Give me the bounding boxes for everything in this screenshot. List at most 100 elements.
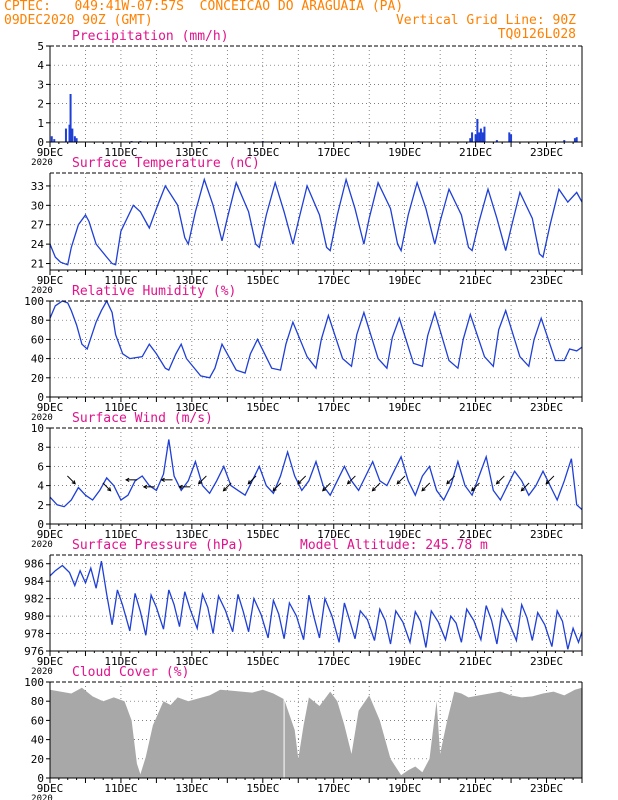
wind-direction-arrow — [371, 482, 381, 492]
pres-series-line — [49, 560, 583, 650]
pres-xtick-label: 9DEC — [37, 655, 64, 668]
cloud-xtick-label: 15DEC — [246, 782, 279, 795]
wind-ytick-label: 10 — [31, 422, 44, 435]
temp-series-line — [49, 177, 583, 266]
precip-bar — [478, 132, 481, 142]
temp-ytick-label: 24 — [31, 238, 45, 251]
temp-xtick-label: 21DEC — [459, 274, 492, 287]
wind-ytick-label: 6 — [37, 460, 44, 473]
header-station: CPTEC: 049:41W-07:57S CONCEICAO DO ARAGU… — [4, 0, 404, 14]
wind-direction-arrow — [178, 484, 191, 489]
wind-direction-arrow — [160, 477, 173, 482]
cloud-ytick-label: 40 — [31, 734, 44, 747]
wind-xtick-label: 13DEC — [175, 528, 208, 541]
pres-xtick-label: 23DEC — [530, 655, 563, 668]
rh-xtick-label: 23DEC — [530, 401, 563, 414]
wind-direction-arrow — [446, 475, 456, 485]
cloud-xtick-label: 17DEC — [317, 782, 350, 795]
precip-bar — [53, 139, 56, 142]
rh-ytick-label: 0 — [37, 391, 44, 404]
header-grid-line: Vertical Grid Line: 90Z — [395, 13, 576, 28]
precip-bar — [73, 136, 76, 142]
rh-xtick-label: 17DEC — [317, 401, 350, 414]
precip-title: Precipitation (mm/h) — [72, 29, 229, 44]
precip-bar — [563, 140, 566, 142]
pres-xtick-label: 11DEC — [104, 655, 137, 668]
cloud-xtick-label: 13DEC — [175, 782, 208, 795]
temp-ytick-label: 21 — [31, 258, 44, 271]
temp-year-label: 2020 — [31, 286, 53, 296]
cloud-xtick-label: 21DEC — [459, 782, 492, 795]
wind-ytick-label: 2 — [37, 499, 44, 512]
wind-direction-arrow — [272, 482, 282, 492]
rh-ytick-label: 40 — [31, 353, 44, 366]
wind-ytick-label: 8 — [37, 441, 44, 454]
rh-xtick-label: 11DEC — [104, 401, 137, 414]
precip-bar — [75, 138, 78, 142]
pres-ytick-label: 976 — [24, 645, 44, 658]
temp-xtick-label: 15DEC — [246, 274, 279, 287]
temp-xtick-label: 13DEC — [175, 274, 208, 287]
wind-direction-arrow — [222, 482, 232, 492]
wind-ytick-label: 0 — [37, 518, 44, 531]
wind-ytick-label: 4 — [37, 480, 44, 493]
wind-xtick-label: 11DEC — [104, 528, 137, 541]
precip-bar — [483, 126, 486, 142]
precip-bar — [68, 124, 71, 142]
rh-series-line — [49, 299, 583, 379]
cloud-xtick-label: 19DEC — [388, 782, 421, 795]
temp-xtick-label: 23DEC — [530, 274, 563, 287]
wind-direction-arrow — [142, 484, 155, 489]
precip-bar — [71, 128, 74, 142]
wind-direction-arrow — [396, 475, 406, 485]
cloud-ytick-label: 20 — [31, 753, 44, 766]
precip-xtick-label: 9DEC — [37, 146, 64, 159]
precip-bar — [469, 138, 472, 142]
wind-direction-arrow — [421, 482, 431, 492]
pres-ytick-label: 986 — [24, 558, 44, 571]
wind-direction-arrow — [545, 475, 555, 485]
wind-direction-arrow — [125, 477, 138, 482]
rh-xtick-label: 19DEC — [388, 401, 421, 414]
precip-bar — [481, 132, 484, 142]
temp-ytick-label: 33 — [31, 180, 44, 193]
wind-direction-arrow — [346, 475, 356, 485]
cloud-xtick-label: 9DEC — [37, 782, 64, 795]
temp-xtick-label: 17DEC — [317, 274, 350, 287]
precip-bar — [573, 138, 576, 142]
rh-xtick-label: 21DEC — [459, 401, 492, 414]
cloud-title: Cloud Cover (%) — [72, 665, 190, 680]
rh-ytick-label: 60 — [31, 333, 44, 346]
pres-xtick-label: 15DEC — [246, 655, 279, 668]
precip-bar — [471, 132, 474, 142]
cloud-xtick-label: 11DEC — [104, 782, 137, 795]
wind-xtick-label: 15DEC — [246, 528, 279, 541]
precip-xtick-label: 11DEC — [104, 146, 137, 159]
header-run-date: 09DEC2020 90Z (GMT) — [4, 13, 153, 28]
precip-ytick-label: 3 — [37, 78, 44, 91]
wind-series-line — [49, 439, 583, 511]
wind-direction-arrow — [67, 475, 76, 485]
pres-ytick-label: 978 — [24, 628, 44, 641]
rh-xtick-label: 9DEC — [37, 401, 64, 414]
precip-xtick-label: 17DEC — [317, 146, 350, 159]
pres-title: Surface Pressure (hPa) — [72, 538, 245, 553]
wind-xtick-label: 17DEC — [317, 528, 350, 541]
temp-xtick-label: 9DEC — [37, 274, 64, 287]
precip-bar — [479, 128, 482, 142]
pres-xtick-label: 17DEC — [317, 655, 350, 668]
cloud-xtick-label: 23DEC — [530, 782, 563, 795]
wind-direction-arrow — [322, 482, 331, 492]
precip-xtick-label: 13DEC — [175, 146, 208, 159]
wind-direction-arrow — [247, 475, 257, 485]
rh-year-label: 2020 — [31, 413, 53, 423]
wind-xtick-label: 21DEC — [459, 528, 492, 541]
precip-bar — [495, 140, 498, 142]
wind-direction-arrow — [197, 475, 207, 485]
pres-xtick-label: 13DEC — [175, 655, 208, 668]
wind-direction-arrow — [102, 482, 112, 492]
cloud-area — [50, 687, 582, 778]
precip-bar — [476, 118, 479, 142]
pres-xtick-label: 19DEC — [388, 655, 421, 668]
